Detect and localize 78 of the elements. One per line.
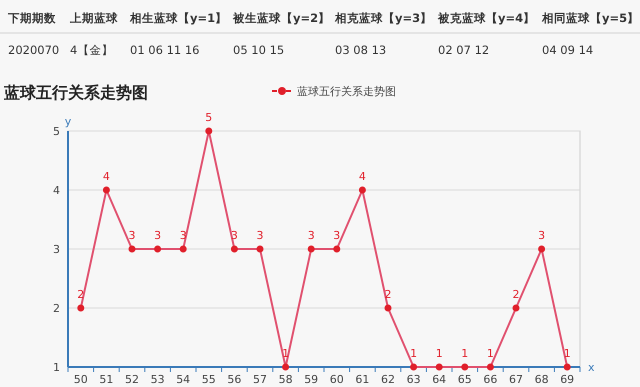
data-label: 3 xyxy=(538,229,546,242)
data-label: 5 xyxy=(205,111,212,124)
x-tick-label: 65 xyxy=(458,373,472,386)
text: 02 07 12 xyxy=(438,43,490,57)
chart-title: 蓝球五行关系走势图 xyxy=(3,83,148,102)
point xyxy=(384,304,392,312)
point xyxy=(333,246,340,252)
x-tick-label: 57 xyxy=(253,373,267,386)
x-tick-label: 67 xyxy=(509,373,523,386)
x-tick-label: 64 xyxy=(432,373,446,386)
x-tick-label: 58 xyxy=(278,373,293,386)
x-tick-label: 66 xyxy=(483,373,498,386)
data-label: 3 xyxy=(333,229,340,242)
point xyxy=(230,246,238,252)
text: 相生蓝球【y=1】 xyxy=(129,11,228,25)
x-tick-label: 62 xyxy=(381,373,395,386)
point xyxy=(154,246,162,252)
x-tick-label: 68 xyxy=(534,373,549,386)
point xyxy=(564,364,571,370)
point xyxy=(256,246,264,252)
point xyxy=(308,246,315,252)
legend-label: 蓝球五行关系走势图 xyxy=(297,85,396,98)
x-tick-label: 60 xyxy=(330,373,344,386)
text: 05 10 15 xyxy=(233,43,284,57)
text: 2020070 xyxy=(8,43,60,57)
point xyxy=(128,246,136,252)
x-tick-label: 54 xyxy=(176,373,190,386)
point xyxy=(358,186,366,194)
data-label: 1 xyxy=(461,347,468,360)
point xyxy=(282,364,290,370)
text: 被克蓝球【y=4】 xyxy=(437,11,536,25)
data-label: 3 xyxy=(154,229,162,242)
text: 03 08 13 xyxy=(335,43,386,57)
x-tick-label: 55 xyxy=(202,373,216,386)
y-axis-title: y xyxy=(64,115,72,128)
point xyxy=(512,304,520,312)
text: 01 06 11 16 xyxy=(130,43,200,57)
data-label: 1 xyxy=(564,347,571,360)
data-label: 2 xyxy=(512,288,520,301)
point xyxy=(461,364,468,370)
data-label: 1 xyxy=(486,347,494,360)
y-tick-label: 1 xyxy=(53,361,60,374)
x-tick-label: 63 xyxy=(406,373,421,386)
text: 上期蓝球 xyxy=(69,11,119,25)
y-tick-label: 3 xyxy=(53,243,60,256)
y-tick-label: 4 xyxy=(53,184,60,197)
x-tick-label: 61 xyxy=(355,373,370,386)
data-label: 4 xyxy=(358,170,366,183)
point xyxy=(538,246,546,252)
point xyxy=(436,364,443,370)
point xyxy=(205,128,212,134)
data-label: 3 xyxy=(128,229,136,242)
data-label: 3 xyxy=(256,229,264,242)
point xyxy=(77,304,84,312)
x-tick-label: 50 xyxy=(74,373,88,386)
x-tick-label: 53 xyxy=(150,373,165,386)
text: 下期期数 xyxy=(7,11,57,25)
point xyxy=(102,186,110,194)
x-tick-label: 69 xyxy=(560,373,574,386)
x-tick-label: 52 xyxy=(125,373,139,386)
data-label: 1 xyxy=(410,347,418,360)
y-tick-label: 5 xyxy=(53,125,60,138)
text: 4【金】 xyxy=(70,43,114,57)
data-label: 4 xyxy=(102,170,110,183)
point xyxy=(410,364,418,370)
text: 被生蓝球【y=2】 xyxy=(232,11,330,25)
data-label: 3 xyxy=(308,229,315,242)
data-label: 1 xyxy=(436,347,443,360)
x-tick-label: 59 xyxy=(304,373,318,386)
text: 相克蓝球【y=3】 xyxy=(334,11,432,25)
x-axis-title: x xyxy=(588,361,595,374)
point xyxy=(180,246,187,252)
text: 04 09 14 xyxy=(542,43,594,57)
point xyxy=(486,364,494,370)
x-tick-label: 56 xyxy=(227,373,242,386)
x-tick-label: 51 xyxy=(99,373,114,386)
y-tick-label: 2 xyxy=(53,302,60,315)
text: 相同蓝球【y=5】 xyxy=(541,11,640,25)
